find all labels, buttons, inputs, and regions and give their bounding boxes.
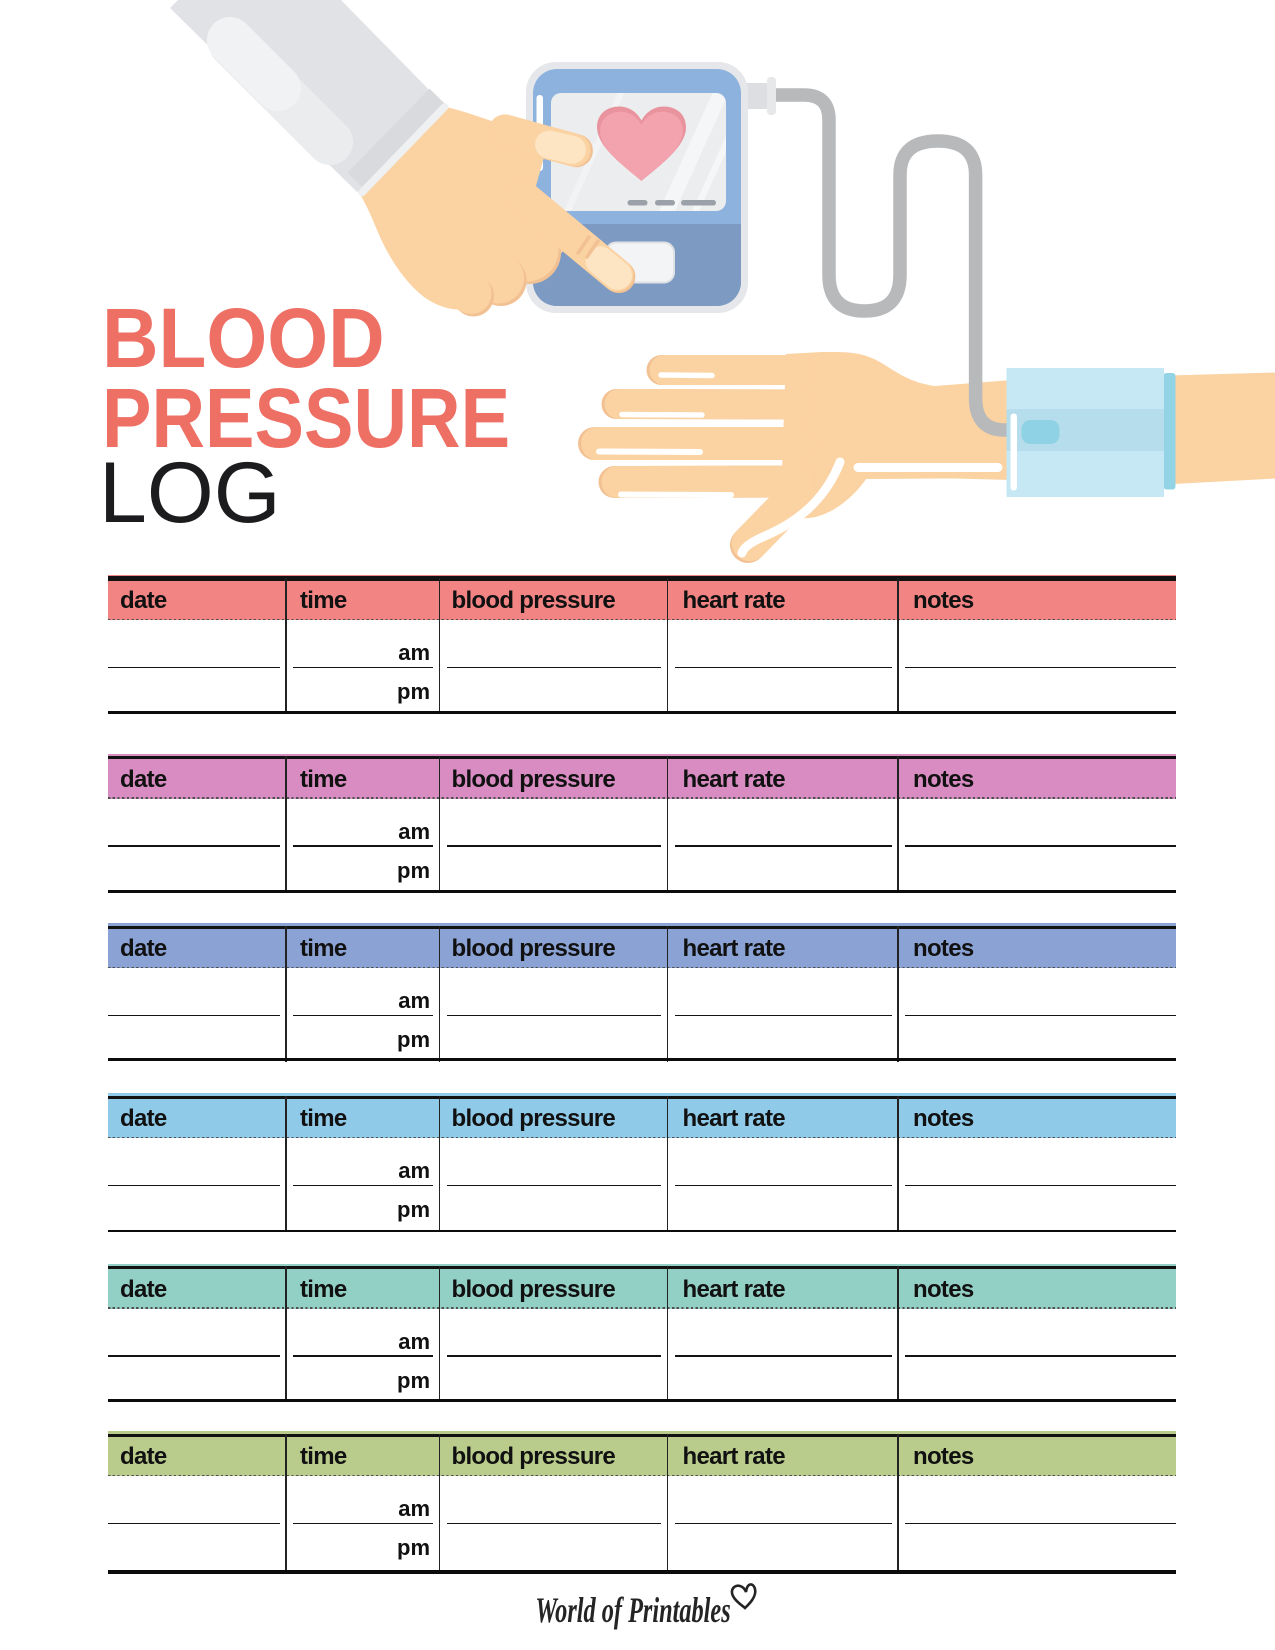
svg-text:World of Printables: World of Printables (535, 1590, 730, 1630)
